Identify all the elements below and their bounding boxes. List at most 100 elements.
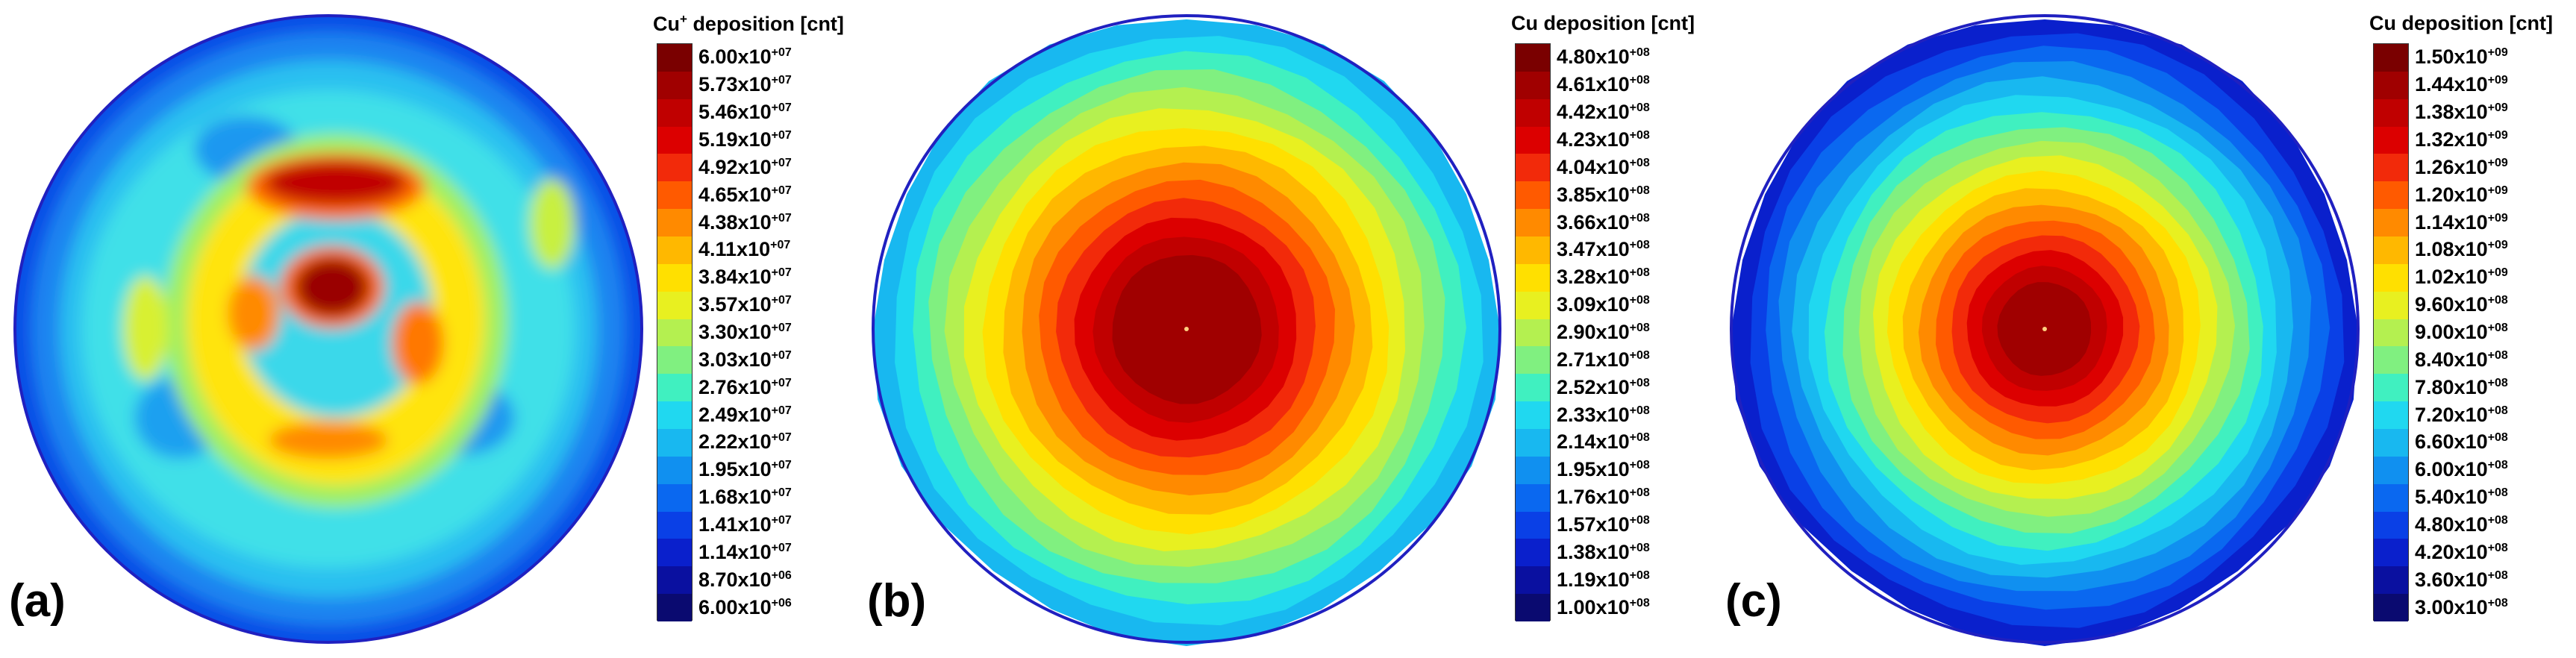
colorbar-segment: [2374, 98, 2408, 128]
colorbar-tick-label: 1.44x10+09: [2415, 73, 2508, 96]
colorbar-segment: [1516, 401, 1550, 430]
colorbar-tick-label: 9.60x10+08: [2415, 293, 2508, 316]
colorbar-tick-label: 6.60x10+08: [2415, 430, 2508, 454]
center-point: [2042, 327, 2047, 331]
colorbar-segment: [657, 126, 692, 154]
colorbar-tick-label: 4.42x10+08: [1557, 101, 1650, 124]
colorbar-segment: [1516, 71, 1550, 100]
colorbar-tick-label: 1.20x10+09: [2415, 183, 2508, 206]
colorbar-tick-label: 4.23x10+08: [1557, 128, 1650, 151]
colorbar-segment: [1516, 511, 1550, 539]
colorbar-tick-label: 2.71x10+08: [1557, 348, 1650, 371]
colorbar-segment: [657, 319, 692, 347]
colorbar-segment: [2374, 594, 2408, 622]
panel-label: (b): [867, 575, 927, 627]
colorbar-tick-label: 2.49x10+07: [698, 403, 792, 426]
colorbar-tick-label: 3.57x10+07: [698, 293, 792, 316]
colorbar-tick-label: 1.14x10+09: [2415, 210, 2508, 234]
colorbar-segment: [2374, 291, 2408, 320]
colorbar-segment: [1516, 44, 1550, 72]
colorbar-segment: [2374, 126, 2408, 154]
colorbar: [2373, 43, 2409, 622]
colorbar-tick-label: 1.41x10+07: [698, 513, 792, 536]
colorbar-segment: [1516, 539, 1550, 567]
colorbar-tick-label: 3.85x10+08: [1557, 183, 1650, 206]
colorbar-tick-label: 1.08x10+09: [2415, 238, 2508, 261]
colorbar-tick-label: 2.90x10+08: [1557, 321, 1650, 343]
map-a-right-yellow: [530, 179, 575, 269]
disc-border: [872, 14, 1501, 644]
colorbar-segment: [2374, 154, 2408, 182]
colorbar-tick-label: 1.26x10+09: [2415, 155, 2508, 178]
colorbar-segment: [2374, 566, 2408, 595]
colorbar-tick-label: 1.76x10+08: [1557, 486, 1650, 509]
colorbar-tick-label: 3.60x10+08: [2415, 568, 2508, 591]
colorbar-segment: [1516, 319, 1550, 347]
colorbar-tick-label: 4.20x10+08: [2415, 540, 2508, 563]
colorbar-segment: [657, 263, 692, 292]
map-a-left-yellow: [123, 276, 168, 380]
colorbar-tick-label: 1.00x10+08: [1557, 595, 1650, 618]
colorbar-tick-label: 6.00x10+08: [2415, 458, 2508, 481]
colorbar-tick-label: 3.28x10+08: [1557, 266, 1650, 289]
colorbar: [657, 43, 693, 622]
colorbar-tick-label: 7.80x10+08: [2415, 375, 2508, 398]
colorbar-tick-label: 1.95x10+08: [1557, 458, 1650, 481]
colorbar-tick-label: 2.76x10+07: [698, 375, 792, 398]
colorbar-tick-label: 3.03x10+07: [698, 348, 792, 371]
colorbar-tick-label: 2.52x10+08: [1557, 375, 1650, 398]
colorbar-tick-label: 8.70x10+06: [698, 568, 792, 591]
colorbar-segment: [1516, 483, 1550, 513]
map-a-center-red: [295, 257, 369, 317]
colorbar-segment: [657, 429, 692, 457]
colorbar-segment: [2374, 71, 2408, 100]
colorbar-segment: [1516, 236, 1550, 265]
colorbar-tick-label: 3.66x10+08: [1557, 210, 1650, 234]
colorbar-segment: [657, 456, 692, 485]
colorbar-segment: [2374, 236, 2408, 265]
colorbar-segment: [2374, 539, 2408, 567]
colorbar-segment: [2374, 319, 2408, 347]
map-a-right-orange: [392, 302, 444, 384]
colorbar-segment: [657, 71, 692, 100]
colorbar-tick-label: 1.57x10+08: [1557, 513, 1650, 536]
colorbar-segment: [1516, 456, 1550, 485]
colorbar-segment: [1516, 263, 1550, 292]
colorbar-title: Cu deposition [cnt]: [1511, 12, 1695, 34]
colorbar: [1515, 43, 1551, 622]
colorbar-segment: [657, 154, 692, 182]
center-point: [1184, 327, 1189, 331]
colorbar-segment: [2374, 181, 2408, 210]
colorbar-tick-label: 1.02x10+09: [2415, 266, 2508, 289]
panel-label: (a): [9, 575, 66, 627]
colorbar-tick-label: 4.61x10+08: [1557, 73, 1650, 96]
colorbar-tick-label: 4.04x10+08: [1557, 155, 1650, 178]
colorbar-tick-label: 5.40x10+08: [2415, 486, 2508, 509]
colorbar-segment: [2374, 511, 2408, 539]
deposition-map-b: [872, 14, 1501, 646]
colorbar-tick-label: 2.22x10+07: [698, 430, 792, 454]
panel-label: (c): [1725, 575, 1782, 627]
colorbar-title: Cu deposition [cnt]: [2369, 12, 2553, 34]
colorbar-segment: [657, 401, 692, 430]
colorbar-segment: [657, 346, 692, 375]
colorbar-segment: [657, 539, 692, 567]
colorbar-tick-label: 1.50x10+09: [2415, 46, 2508, 69]
colorbar-segment: [657, 374, 692, 402]
disc-border: [1730, 14, 2360, 644]
colorbar-segment: [1516, 346, 1550, 375]
colorbar-segment: [1516, 154, 1550, 182]
colorbar-tick-label: 1.68x10+07: [698, 486, 792, 509]
colorbar-tick-label: 7.20x10+08: [2415, 403, 2508, 426]
colorbar-segment: [2374, 44, 2408, 72]
colorbar-segment: [657, 483, 692, 513]
colorbar-tick-label: 4.65x10+07: [698, 183, 792, 206]
map-a-bottom-orange: [269, 422, 388, 459]
colorbar-segment: [1516, 181, 1550, 210]
colorbar-title: Cu+ deposition [cnt]: [653, 12, 844, 35]
colorbar-tick-label: 2.33x10+08: [1557, 403, 1650, 426]
colorbar-tick-label: 5.19x10+07: [698, 128, 792, 151]
colorbar-segment: [657, 181, 692, 210]
map-a-border: [13, 14, 643, 644]
deposition-map-c: [1730, 14, 2360, 646]
